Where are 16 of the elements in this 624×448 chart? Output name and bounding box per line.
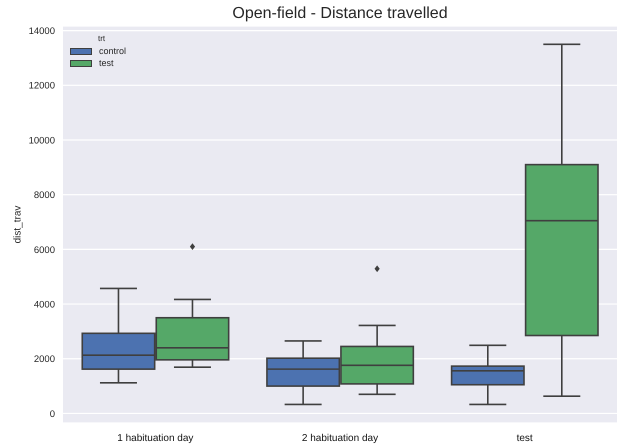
y-tick-label: 6000 — [34, 244, 55, 256]
y-tick-label: 2000 — [34, 354, 55, 366]
y-tick-label: 14000 — [28, 26, 55, 38]
x-tick-label: 2 habituation day — [302, 433, 378, 444]
legend-label: test — [99, 57, 114, 69]
y-tick-label: 12000 — [28, 80, 55, 92]
y-tick-label: 0 — [50, 408, 55, 420]
y-axis-title: dist_trav — [12, 206, 24, 244]
chart-title: Open-field - Distance travelled — [231, 5, 449, 23]
legend-title: trt — [97, 33, 106, 45]
y-tick-label: 10000 — [28, 135, 55, 146]
legend-label: control — [99, 45, 126, 57]
y-tick-label: 4000 — [34, 299, 55, 310]
x-tick-label: 1 habituation day — [117, 433, 194, 444]
y-tick-label: 8000 — [34, 190, 55, 202]
x-tick-label: test — [516, 433, 533, 444]
